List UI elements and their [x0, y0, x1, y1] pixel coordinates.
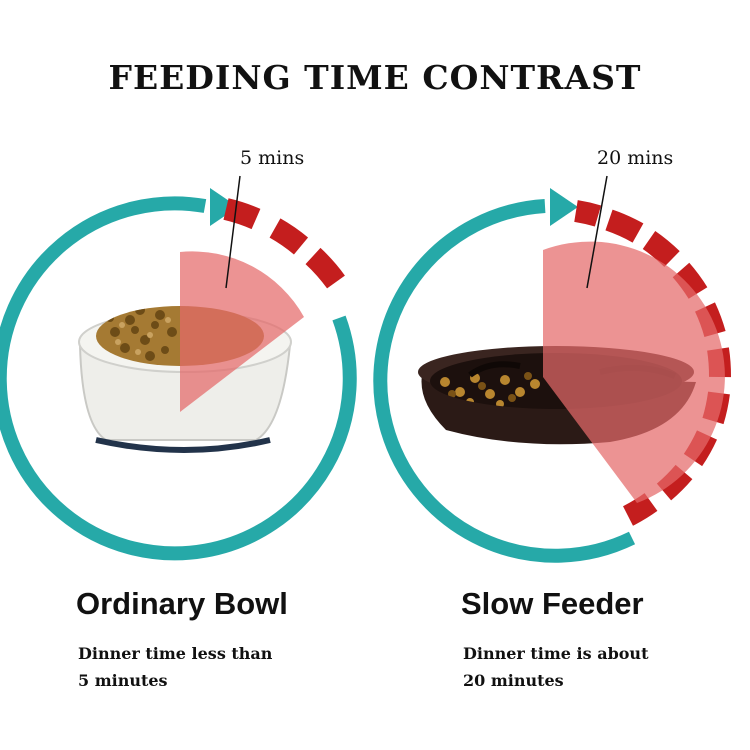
left-time-blocks — [223, 198, 345, 289]
right-callout-line — [586, 175, 608, 289]
slow-feeder-heading: Slow Feeder — [461, 586, 644, 621]
left-callout-line — [225, 175, 241, 289]
ordinary-bowl-description-line1: Dinner time less than — [78, 644, 273, 663]
slow-feeder-description-line2: 20 minutes — [463, 671, 564, 690]
ordinary-bowl-heading: Ordinary Bowl — [76, 586, 288, 621]
left-time-label: 5 mins — [240, 147, 305, 169]
ordinary-bowl-description: Dinner time less than 5 minutes — [78, 640, 272, 694]
right-arrow-head-icon — [550, 188, 578, 226]
ordinary-bowl-description-line2: 5 minutes — [78, 671, 168, 690]
left-timer-ring — [0, 188, 357, 561]
left-time-wedge — [180, 251, 304, 412]
left-arrow-head-icon — [210, 188, 238, 226]
slow-feeder-description: Dinner time is about 20 minutes — [463, 640, 648, 694]
right-timer-ring — [373, 188, 636, 563]
right-time-wedge — [543, 241, 725, 503]
page-title: FEEDING TIME CONTRAST — [108, 58, 642, 97]
slow-feeder-description-line1: Dinner time is about — [463, 644, 649, 663]
right-time-label: 20 mins — [597, 147, 674, 169]
